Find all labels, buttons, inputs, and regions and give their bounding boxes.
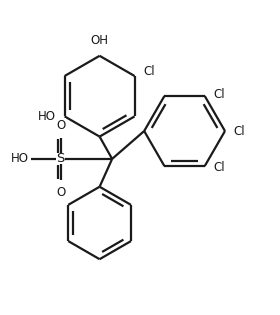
Text: Cl: Cl <box>213 88 225 101</box>
Text: O: O <box>56 119 65 132</box>
Text: HO: HO <box>38 110 56 123</box>
Text: OH: OH <box>91 34 109 48</box>
Text: Cl: Cl <box>233 124 245 138</box>
Text: S: S <box>56 152 65 165</box>
Text: HO: HO <box>11 152 29 165</box>
Text: Cl: Cl <box>143 65 155 78</box>
Text: Cl: Cl <box>213 161 225 174</box>
Text: O: O <box>56 186 65 199</box>
